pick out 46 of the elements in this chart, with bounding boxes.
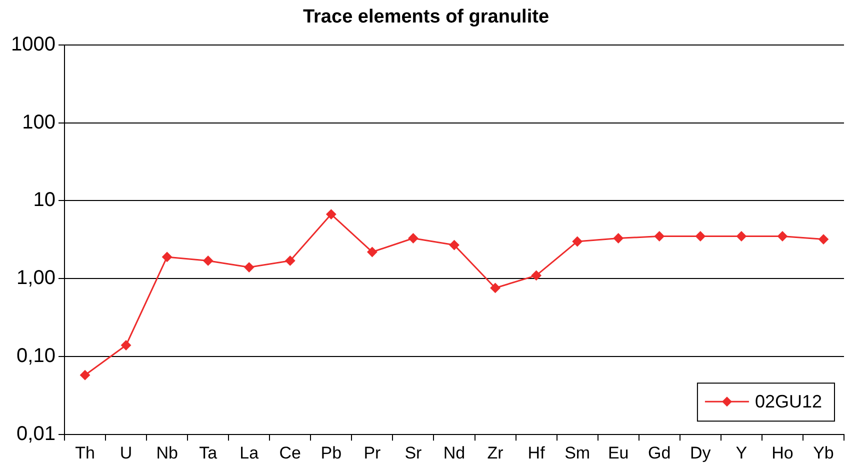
- point: [490, 282, 500, 293]
- x-tick-label: U: [120, 443, 132, 462]
- point: [531, 270, 542, 280]
- x-tick-label: Zr: [487, 443, 504, 462]
- x-tick-label: Ho: [772, 443, 794, 462]
- x-tick-label: Sm: [564, 443, 590, 462]
- x-tick-label: Hf: [528, 443, 546, 462]
- point: [449, 240, 460, 250]
- point: [121, 340, 132, 350]
- y-tick-label: 0,01: [16, 423, 56, 446]
- y-tick-label: 1,00: [16, 267, 56, 290]
- x-tick-label: Eu: [608, 443, 629, 462]
- x-tick-label: Ce: [279, 443, 302, 462]
- point: [736, 231, 746, 242]
- point: [777, 231, 788, 242]
- point: [326, 209, 336, 220]
- x-tick-label: Ta: [199, 443, 218, 462]
- point: [613, 233, 624, 244]
- point: [203, 256, 214, 266]
- x-tick-label: Yb: [813, 443, 834, 462]
- point: [695, 231, 706, 242]
- x-tick-label: Y: [736, 443, 748, 462]
- point: [572, 236, 582, 246]
- point: [244, 262, 254, 272]
- y-tick-label: 100: [22, 111, 56, 134]
- y-tick-label: 1000: [10, 33, 56, 56]
- y-tick-label: 10: [33, 189, 56, 212]
- point: [408, 233, 418, 244]
- x-tick-label: Nd: [443, 443, 466, 462]
- x-tick-label: Gd: [648, 443, 671, 462]
- point: [367, 246, 378, 257]
- x-tick-label: Pb: [320, 443, 342, 462]
- y-tick-label: 0,10: [16, 345, 56, 368]
- x-tick-label: Pr: [364, 443, 382, 462]
- x-tick-label: La: [240, 443, 260, 462]
- point: [162, 252, 172, 262]
- x-tick-label: Dy: [690, 443, 712, 462]
- x-tick-label: Sr: [404, 443, 422, 462]
- point: [818, 234, 828, 244]
- legend-label: 02GU12: [754, 392, 822, 412]
- chart-title: Trace elements of granulite: [302, 6, 550, 28]
- point: [654, 231, 664, 242]
- point: [80, 370, 90, 380]
- x-tick-label: Th: [75, 443, 95, 462]
- point: [285, 256, 296, 266]
- x-tick-label: Nb: [156, 443, 178, 462]
